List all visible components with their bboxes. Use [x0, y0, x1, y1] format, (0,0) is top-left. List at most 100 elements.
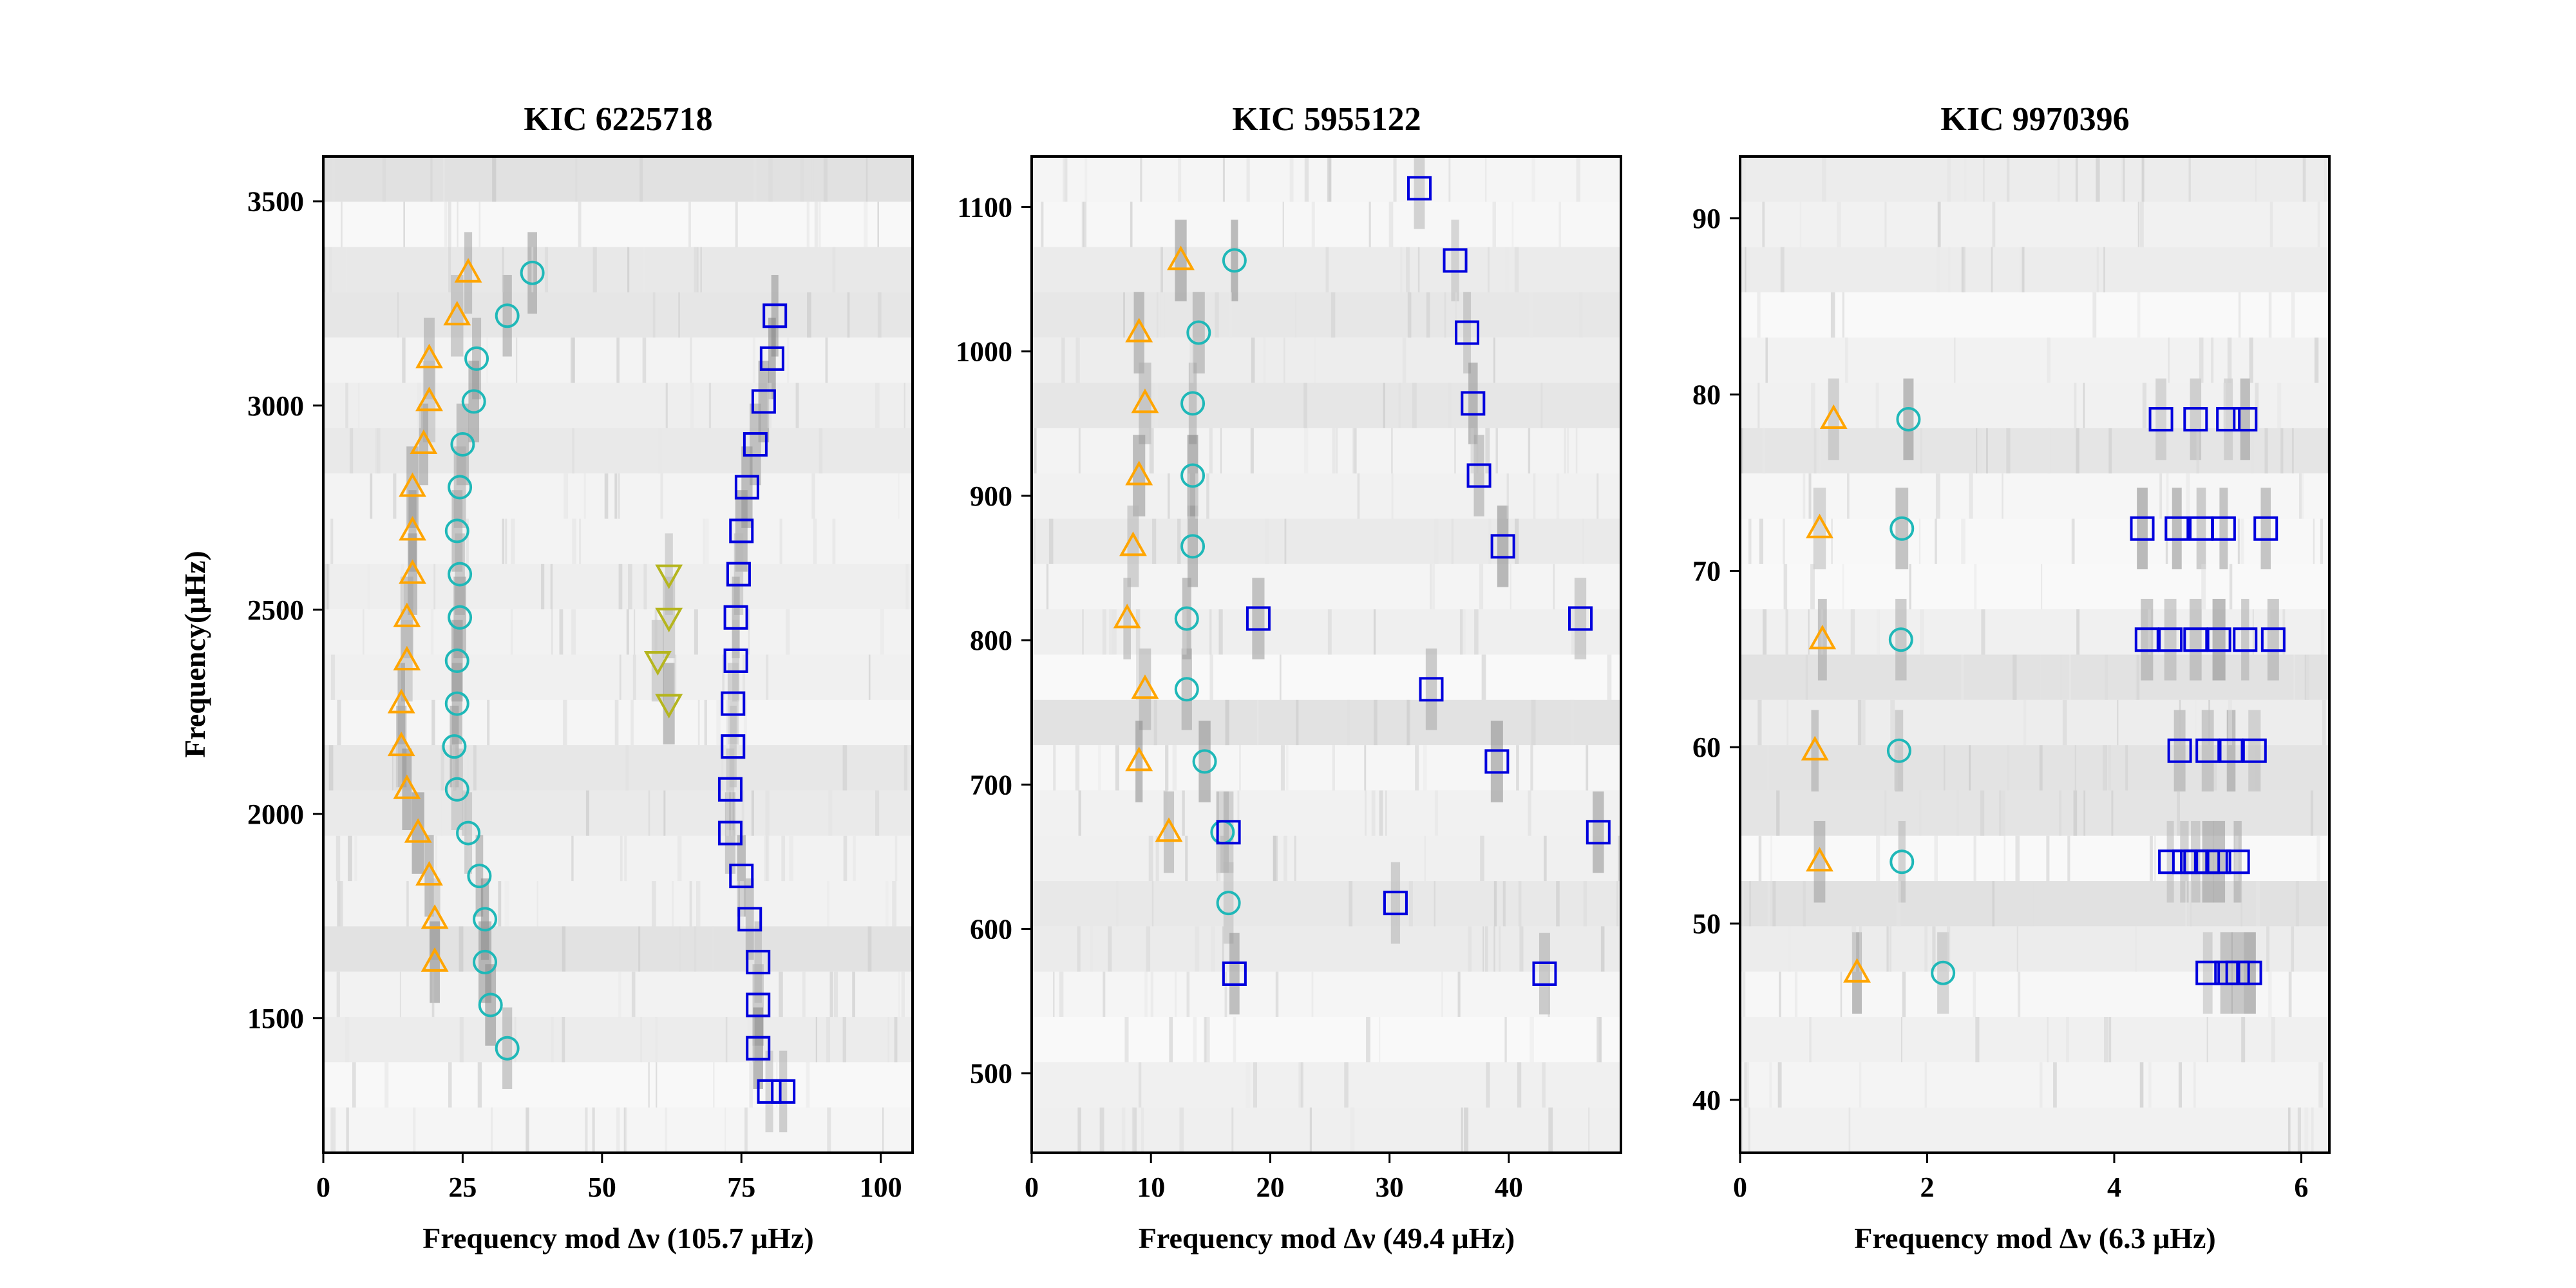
bg-noise [1063, 156, 1065, 202]
bg-row [1032, 473, 1621, 519]
bg-ridge [1139, 649, 1151, 730]
bg-noise [753, 156, 757, 202]
bg-noise [814, 202, 818, 247]
bg-noise [325, 564, 330, 610]
bg-row [323, 247, 913, 292]
bg-noise [2018, 971, 2021, 1018]
bg-noise [747, 1017, 752, 1063]
panel-1-frame [322, 155, 914, 1154]
bg-noise [1533, 473, 1536, 519]
bg-noise [1032, 518, 1036, 564]
bg-noise [2211, 337, 2214, 383]
bg-noise [1783, 518, 1785, 564]
bg-noise [1245, 1062, 1251, 1108]
bg-noise [1531, 156, 1535, 202]
marker-l1-square [1484, 749, 1510, 774]
bg-noise [2186, 473, 2190, 519]
marker-l0-circle [444, 649, 469, 674]
bg-noise [1283, 835, 1287, 882]
bg-noise [735, 202, 738, 247]
bg-noise [457, 202, 459, 247]
bg-noise [1837, 202, 1841, 247]
bg-noise [1974, 564, 1977, 610]
bg-noise [1061, 337, 1065, 383]
bg-noise [2249, 337, 2253, 383]
bg-noise [1253, 1062, 1257, 1108]
marker-l1-square [746, 949, 771, 974]
bg-noise [345, 1017, 350, 1063]
panel-3-echelle-background [1740, 156, 2329, 1153]
y-tick-label: 70 [1692, 555, 1721, 587]
bg-noise [852, 971, 855, 1018]
bg-noise [1077, 1107, 1081, 1153]
bg-noise [1485, 428, 1490, 474]
bg-noise [2108, 1017, 2112, 1063]
marker-l1-square [2195, 960, 2221, 985]
bg-noise [1468, 926, 1472, 972]
bg-noise [2154, 835, 2156, 882]
bg-noise [626, 609, 629, 655]
marker-l0-circle [1216, 891, 1241, 916]
bg-noise [2019, 247, 2022, 292]
bg-noise [2040, 654, 2042, 700]
bg-noise [2039, 745, 2043, 791]
marker-l1-square [2183, 406, 2208, 431]
panel-3-title: KIC 9970396 [1940, 101, 2129, 138]
bg-noise [1516, 745, 1519, 791]
bg-ridge [1223, 791, 1234, 873]
bg-noise [1090, 926, 1094, 972]
y-tick-label: 800 [970, 625, 1012, 656]
bg-noise [1265, 518, 1269, 564]
bg-noise [382, 156, 386, 202]
bg-noise [406, 881, 409, 927]
bg-noise [1124, 1017, 1129, 1063]
bg-noise [616, 1107, 620, 1153]
bg-noise [337, 699, 341, 746]
bg-ridge [1414, 156, 1425, 229]
bg-noise [2291, 292, 2295, 338]
bg-noise [1225, 699, 1229, 746]
marker-l2-triangle-up [399, 559, 426, 584]
bg-noise [2096, 156, 2100, 202]
bg-noise [2311, 1107, 2314, 1153]
marker-l3-triangle-down [655, 564, 683, 589]
bg-noise [1944, 745, 1946, 791]
bg-noise [654, 609, 658, 655]
bg-noise [1251, 337, 1255, 383]
bg-noise [1388, 202, 1394, 247]
bg-noise [690, 383, 694, 428]
marker-l0-circle [448, 605, 473, 630]
bg-ridge [1895, 488, 1909, 570]
marker-l0-circle [1931, 960, 1956, 985]
bg-noise [1564, 428, 1567, 474]
bg-noise [1182, 790, 1185, 836]
bg-ridge [768, 317, 776, 400]
bg-noise [694, 926, 697, 972]
bg-noise [642, 247, 645, 292]
bg-noise [442, 156, 445, 202]
marker-l0-circle [1886, 738, 1911, 763]
bg-noise [651, 881, 656, 927]
bg-noise [834, 971, 838, 1018]
panel-2-xlabel: Frequency mod Δν (49.4 μHz) [1139, 1222, 1515, 1255]
bg-noise [1763, 202, 1765, 247]
bg-noise [347, 835, 352, 882]
marker-l2-triangle-up [387, 732, 415, 757]
bg-noise [2255, 383, 2259, 428]
bg-ridge [502, 1007, 513, 1089]
bg-noise [1462, 609, 1466, 655]
bg-noise [1956, 790, 1959, 836]
bg-noise [2188, 156, 2191, 202]
bg-noise [807, 292, 811, 338]
bg-ridge [1898, 820, 1906, 903]
bg-noise [2304, 1107, 2309, 1153]
marker-l0-circle [444, 777, 469, 802]
bg-row [1740, 1017, 2329, 1063]
bg-noise [1417, 247, 1420, 292]
bg-noise [625, 745, 629, 791]
bg-row [323, 745, 913, 791]
bg-noise [2268, 609, 2271, 655]
bg-noise [1596, 1017, 1600, 1063]
bg-noise [435, 835, 437, 882]
bg-noise [1785, 609, 1788, 655]
